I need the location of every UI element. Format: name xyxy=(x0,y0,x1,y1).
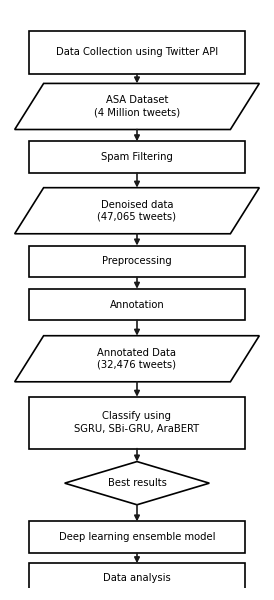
Text: Preprocessing: Preprocessing xyxy=(102,256,172,266)
Polygon shape xyxy=(15,83,259,130)
Bar xyxy=(29,142,245,173)
Polygon shape xyxy=(15,336,259,382)
Bar xyxy=(29,289,245,320)
Bar xyxy=(29,397,245,449)
Bar xyxy=(29,31,245,74)
Bar xyxy=(29,521,245,553)
Bar xyxy=(29,563,245,592)
Text: Classify using
SGRU, SBi-GRU, AraBERT: Classify using SGRU, SBi-GRU, AraBERT xyxy=(75,412,199,434)
Polygon shape xyxy=(65,461,209,505)
Polygon shape xyxy=(15,188,259,234)
Text: Deep learning ensemble model: Deep learning ensemble model xyxy=(59,532,215,542)
Text: ASA Dataset
(4 Million tweets): ASA Dataset (4 Million tweets) xyxy=(94,95,180,118)
Bar xyxy=(29,245,245,277)
Text: Denoised data
(47,065 tweets): Denoised data (47,065 tweets) xyxy=(98,200,176,222)
Text: Annotation: Annotation xyxy=(110,299,164,310)
Text: Annotated Data
(32,476 tweets): Annotated Data (32,476 tweets) xyxy=(98,347,176,370)
Text: Spam Filtering: Spam Filtering xyxy=(101,152,173,162)
Text: Data Collection using Twitter API: Data Collection using Twitter API xyxy=(56,47,218,58)
Text: Best results: Best results xyxy=(108,478,166,488)
Text: Data analysis: Data analysis xyxy=(103,572,171,583)
